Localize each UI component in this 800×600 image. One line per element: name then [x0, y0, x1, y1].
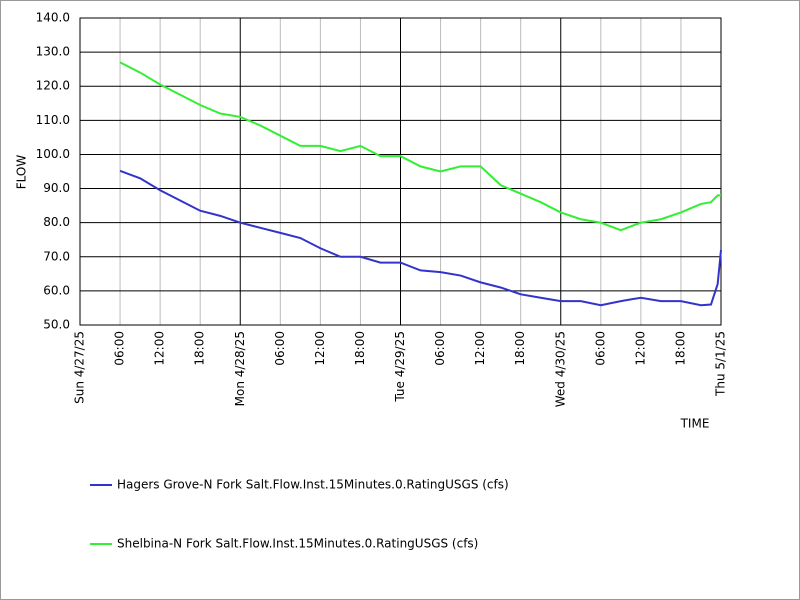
- y-tick-label: 60.0: [43, 283, 70, 297]
- x-tick-label: 06:00: [433, 331, 447, 366]
- y-tick-label: 120.0: [36, 79, 70, 93]
- x-tick-label: 18:00: [673, 331, 687, 366]
- x-tick-label: Mon 4/28/25: [233, 331, 247, 406]
- y-tick-label: 100.0: [36, 147, 70, 161]
- x-tick-label: Sun 4/27/25: [73, 331, 87, 404]
- y-tick-label: 70.0: [43, 249, 70, 263]
- x-tick-label: Wed 4/30/25: [553, 331, 567, 407]
- x-tick-label: Tue 4/29/25: [393, 331, 407, 403]
- x-tick-label: 12:00: [633, 331, 647, 366]
- x-tick-label: 12:00: [153, 331, 167, 366]
- x-axis-label: TIME: [680, 417, 710, 431]
- y-tick-label: 80.0: [43, 215, 70, 229]
- x-tick-label: 18:00: [513, 331, 527, 366]
- x-tick-label: 06:00: [273, 331, 287, 366]
- x-tick-label: 12:00: [473, 331, 487, 366]
- x-tick-label: 06:00: [593, 331, 607, 366]
- x-tick-label: 18:00: [193, 331, 207, 366]
- y-tick-label: 130.0: [36, 45, 70, 59]
- x-tick-label: Thu 5/1/25: [714, 331, 728, 397]
- legend-label: Shelbina-N Fork Salt.Flow.Inst.15Minutes…: [117, 537, 478, 551]
- y-tick-label: 50.0: [43, 318, 70, 332]
- x-tick-label: 06:00: [113, 331, 127, 366]
- y-tick-label: 140.0: [36, 11, 70, 25]
- x-tick-label: 12:00: [313, 331, 327, 366]
- series-line: [119, 169, 722, 307]
- x-tick-label: 18:00: [353, 331, 367, 366]
- legend-label: Hagers Grove-N Fork Salt.Flow.Inst.15Min…: [117, 478, 509, 492]
- series-line: [119, 61, 721, 232]
- y-axis-label: FLOW: [15, 155, 29, 190]
- y-tick-label: 90.0: [43, 181, 70, 195]
- y-tick-label: 110.0: [36, 113, 70, 127]
